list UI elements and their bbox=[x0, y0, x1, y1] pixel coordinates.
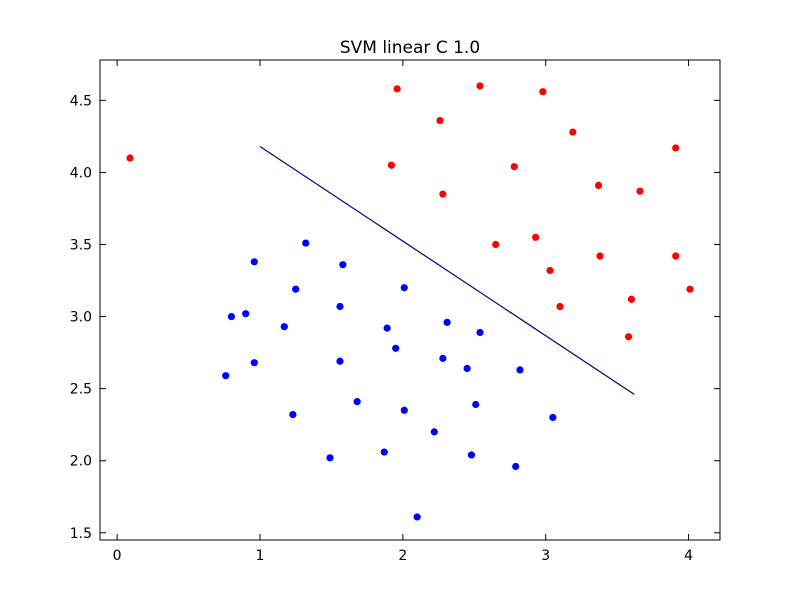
data-point bbox=[222, 372, 230, 380]
data-point bbox=[326, 454, 334, 462]
data-point bbox=[339, 261, 347, 269]
data-point bbox=[439, 354, 447, 362]
data-point bbox=[463, 364, 471, 373]
data-point bbox=[227, 312, 236, 321]
data-point bbox=[492, 240, 500, 249]
plot-area bbox=[126, 82, 694, 521]
data-point bbox=[510, 163, 518, 171]
x-tick-label: 2 bbox=[398, 548, 407, 564]
data-point bbox=[512, 462, 520, 471]
data-point bbox=[250, 258, 258, 266]
data-point bbox=[413, 513, 421, 521]
data-point bbox=[624, 333, 633, 341]
y-tick-label: 3.5 bbox=[70, 238, 92, 254]
data-point bbox=[393, 85, 401, 93]
data-point bbox=[430, 428, 438, 436]
x-tick-label: 3 bbox=[541, 548, 550, 564]
data-point bbox=[436, 116, 444, 125]
data-point bbox=[627, 295, 636, 303]
y-axis-ticks: 1.5 2.0 2.5 3.0 3.5 4.0 4.5 bbox=[70, 93, 720, 542]
data-point bbox=[400, 284, 408, 292]
data-point bbox=[467, 451, 476, 459]
data-point bbox=[546, 266, 554, 275]
data-point bbox=[336, 302, 344, 311]
data-point bbox=[636, 187, 644, 195]
data-point bbox=[549, 413, 557, 422]
data-point bbox=[539, 88, 547, 96]
data-point bbox=[250, 359, 258, 367]
data-point bbox=[387, 161, 396, 169]
data-point bbox=[280, 323, 288, 331]
data-point bbox=[392, 344, 400, 352]
data-point bbox=[439, 190, 447, 198]
axes-frame bbox=[99, 59, 721, 541]
data-point bbox=[476, 328, 484, 337]
data-point bbox=[383, 324, 391, 332]
data-point bbox=[472, 400, 480, 409]
data-point bbox=[556, 302, 564, 311]
data-point bbox=[292, 285, 300, 293]
data-point bbox=[476, 82, 484, 90]
data-point bbox=[126, 154, 134, 162]
data-point bbox=[672, 252, 680, 260]
y-tick-label: 2.5 bbox=[70, 382, 92, 398]
data-point bbox=[380, 448, 388, 456]
x-tick-label: 1 bbox=[256, 548, 265, 564]
data-point bbox=[400, 406, 408, 414]
data-point bbox=[686, 285, 694, 293]
data-point bbox=[672, 144, 680, 152]
data-point bbox=[569, 128, 577, 136]
y-tick-label: 4.0 bbox=[70, 165, 92, 181]
data-point bbox=[443, 318, 451, 326]
x-tick-label: 4 bbox=[684, 548, 693, 564]
y-tick-label: 1.5 bbox=[70, 526, 92, 542]
x-axis-ticks: 0 1 2 3 4 bbox=[113, 60, 693, 564]
data-point bbox=[596, 252, 604, 260]
data-point bbox=[532, 233, 540, 241]
data-point bbox=[516, 366, 524, 374]
data-point bbox=[353, 398, 361, 406]
y-tick-label: 3.0 bbox=[70, 310, 92, 326]
data-point bbox=[289, 410, 297, 419]
data-point bbox=[336, 357, 344, 365]
x-tick-label: 0 bbox=[113, 548, 122, 564]
chart-title: SVM linear C 1.0 bbox=[340, 38, 480, 58]
data-point bbox=[242, 310, 250, 318]
y-tick-label: 4.5 bbox=[70, 93, 92, 109]
decision-boundary-line bbox=[259, 145, 635, 395]
y-tick-label: 2.0 bbox=[70, 454, 92, 470]
data-point bbox=[594, 181, 603, 190]
data-point bbox=[302, 239, 310, 247]
